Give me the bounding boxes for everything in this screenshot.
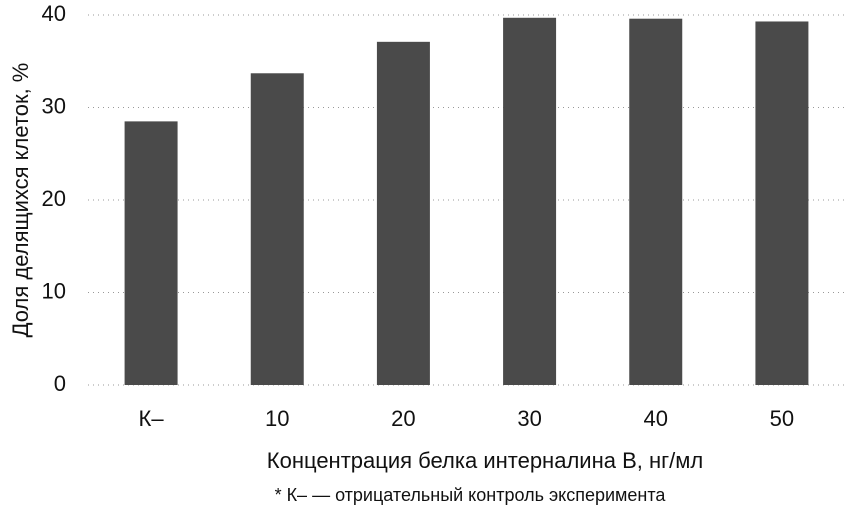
y-tick-label: 30: [42, 93, 66, 118]
bar: [250, 73, 304, 386]
x-tick-label: 40: [644, 406, 668, 431]
bar: [629, 18, 683, 385]
bar: [503, 17, 557, 386]
x-tick-label: 10: [265, 406, 289, 431]
x-tick-label: 50: [770, 406, 794, 431]
y-tick-label: 40: [42, 1, 66, 26]
bar: [755, 21, 809, 385]
x-axis-title: Концентрация белка интерналина В, нг/мл: [267, 448, 703, 473]
x-tick-label: 20: [391, 406, 415, 431]
y-tick-label: 10: [42, 278, 66, 303]
footnote: * К– — отрицательный контроль эксперимен…: [275, 485, 667, 505]
y-tick-label: 20: [42, 186, 66, 211]
y-tick-label: 0: [54, 371, 66, 396]
bar: [376, 41, 430, 385]
bar: [124, 121, 178, 385]
x-tick-label: 30: [517, 406, 541, 431]
x-tick-label: К–: [139, 406, 165, 431]
y-axis-title: Доля делящихся клеток, %: [8, 63, 33, 338]
